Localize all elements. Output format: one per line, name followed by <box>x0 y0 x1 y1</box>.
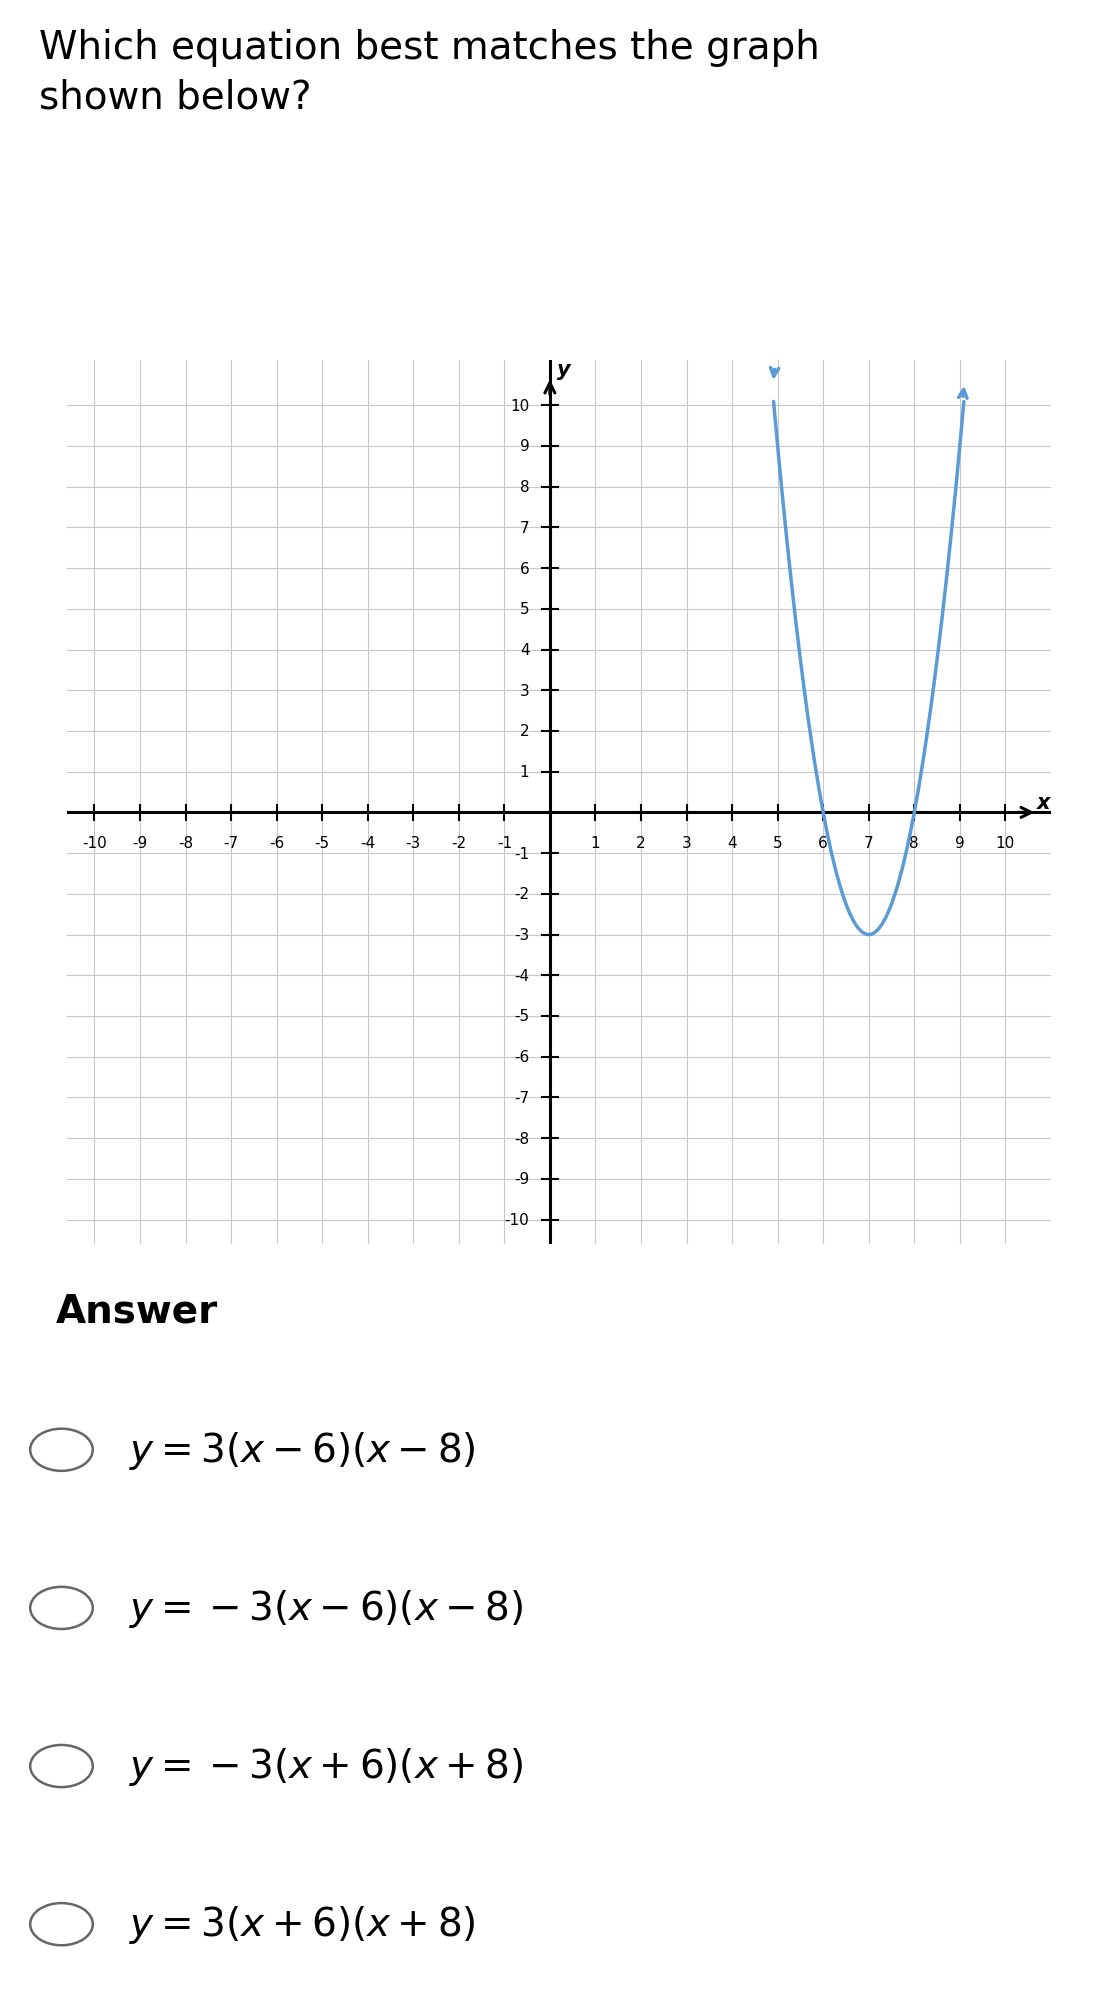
Text: -6: -6 <box>269 835 284 851</box>
Text: x: x <box>1038 793 1051 813</box>
Text: 9: 9 <box>955 835 965 851</box>
Text: -7: -7 <box>224 835 238 851</box>
Text: 4: 4 <box>728 835 737 851</box>
Text: -10: -10 <box>504 1212 530 1228</box>
Text: $y = -3(x+6)(x+8)$: $y = -3(x+6)(x+8)$ <box>129 1746 523 1786</box>
Text: 6: 6 <box>818 835 828 851</box>
Text: $y = -3(x-6)(x-8)$: $y = -3(x-6)(x-8)$ <box>129 1588 523 1630</box>
Text: -8: -8 <box>178 835 193 851</box>
Text: Answer: Answer <box>56 1293 218 1331</box>
Text: -4: -4 <box>360 835 376 851</box>
Text: -8: -8 <box>514 1132 530 1146</box>
Text: -1: -1 <box>514 847 530 861</box>
Text: 9: 9 <box>520 440 530 454</box>
Text: -4: -4 <box>514 967 530 983</box>
Text: $y = 3(x+6)(x+8)$: $y = 3(x+6)(x+8)$ <box>129 1903 475 1945</box>
Text: 2: 2 <box>636 835 646 851</box>
Text: 5: 5 <box>520 602 530 616</box>
Text: Which equation best matches the graph
shown below?: Which equation best matches the graph sh… <box>39 28 819 116</box>
Text: 3: 3 <box>520 684 530 698</box>
Text: 8: 8 <box>909 835 919 851</box>
Text: -9: -9 <box>514 1172 530 1186</box>
Text: 10: 10 <box>996 835 1015 851</box>
Text: -1: -1 <box>496 835 512 851</box>
Text: 2: 2 <box>520 725 530 739</box>
Text: -3: -3 <box>514 927 530 943</box>
Text: -10: -10 <box>82 835 107 851</box>
Text: 3: 3 <box>682 835 691 851</box>
Text: 7: 7 <box>864 835 873 851</box>
Text: 1: 1 <box>590 835 600 851</box>
Text: -2: -2 <box>514 887 530 901</box>
Text: 8: 8 <box>520 480 530 496</box>
Text: 10: 10 <box>510 399 530 413</box>
Text: -5: -5 <box>514 1010 530 1024</box>
Text: 4: 4 <box>520 642 530 658</box>
Text: 1: 1 <box>520 765 530 781</box>
Text: -7: -7 <box>514 1090 530 1106</box>
Text: y: y <box>557 359 570 379</box>
Text: -3: -3 <box>406 835 420 851</box>
Text: -9: -9 <box>132 835 148 851</box>
Text: 7: 7 <box>520 520 530 536</box>
Text: $y = 3(x-6)(x-8)$: $y = 3(x-6)(x-8)$ <box>129 1429 475 1471</box>
Text: -6: -6 <box>514 1050 530 1064</box>
Text: 6: 6 <box>520 562 530 576</box>
Text: 5: 5 <box>773 835 783 851</box>
Text: -5: -5 <box>314 835 330 851</box>
Text: -2: -2 <box>452 835 466 851</box>
